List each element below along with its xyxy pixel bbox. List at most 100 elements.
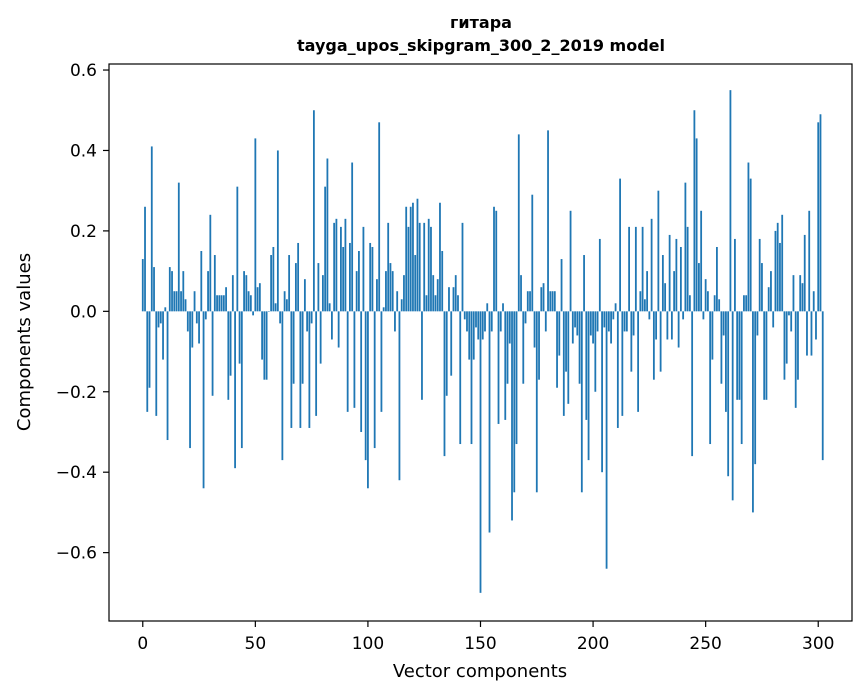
bar (592, 311, 594, 344)
bar (283, 291, 286, 312)
bar (355, 271, 358, 312)
y-tick-label: −0.2 (56, 383, 97, 403)
bar (249, 295, 252, 312)
bar (425, 295, 428, 312)
bar (679, 246, 682, 312)
bar (155, 311, 158, 416)
bar (736, 311, 739, 400)
x-tick-label: 300 (802, 634, 834, 654)
bar (562, 311, 565, 416)
bar (265, 311, 268, 380)
bar (720, 311, 723, 384)
bar (367, 311, 369, 489)
bar (162, 311, 164, 360)
bar (310, 311, 313, 324)
bar (234, 311, 236, 469)
bar (430, 226, 432, 312)
bar (497, 311, 500, 424)
bar (207, 271, 209, 312)
bar (702, 311, 705, 320)
bar (454, 275, 457, 312)
bar (709, 311, 712, 445)
bar (335, 218, 338, 312)
bar (337, 311, 340, 348)
bar (177, 182, 180, 312)
bar (463, 311, 466, 320)
chart-title: гитара (450, 13, 512, 32)
bar (141, 259, 144, 312)
bar (362, 226, 365, 312)
bar (349, 242, 351, 312)
bar (567, 311, 570, 404)
bar (625, 311, 628, 332)
bar (303, 279, 306, 312)
bar (468, 311, 471, 360)
bar (673, 271, 676, 312)
bar (391, 271, 394, 312)
bar (360, 311, 363, 432)
bar (227, 311, 230, 400)
bar (547, 130, 549, 312)
bar (659, 311, 662, 372)
bar (394, 311, 396, 332)
bar (630, 311, 633, 372)
bar (551, 291, 554, 312)
bar (403, 275, 405, 312)
bar (382, 307, 385, 312)
bar (517, 134, 520, 312)
bar (524, 311, 527, 324)
bar (785, 311, 788, 364)
bar (522, 311, 525, 384)
bar (526, 291, 529, 312)
bar (574, 311, 576, 328)
bar (281, 311, 284, 461)
bar (560, 259, 563, 312)
bar (434, 295, 437, 312)
bar (452, 287, 455, 312)
bar (198, 311, 200, 344)
y-tick-label: 0.4 (70, 141, 97, 161)
bar (175, 291, 178, 312)
bar (191, 311, 194, 348)
bar (168, 267, 171, 312)
bar (189, 311, 191, 449)
bar (436, 279, 439, 312)
bar (407, 226, 410, 312)
bar (412, 202, 414, 312)
bar (427, 218, 430, 312)
bar (229, 311, 232, 376)
bar (466, 311, 468, 332)
bar (765, 311, 768, 400)
bar (515, 311, 518, 445)
bar (603, 311, 606, 328)
bar (470, 311, 473, 445)
bar (677, 311, 680, 348)
bar (344, 218, 347, 312)
bar (481, 311, 484, 340)
bar (506, 311, 509, 384)
bar (258, 283, 261, 312)
bar (166, 311, 169, 441)
bar (531, 194, 534, 312)
bar (294, 263, 297, 312)
bar (490, 311, 493, 332)
bar (245, 275, 248, 312)
bar (319, 311, 322, 364)
bar (743, 295, 745, 312)
bar (306, 311, 309, 332)
bar (511, 311, 513, 521)
bar (707, 291, 709, 312)
bar (535, 311, 538, 493)
bar (794, 311, 797, 408)
bar (461, 222, 464, 312)
bar (722, 311, 725, 336)
bar (378, 122, 381, 312)
bar (204, 311, 207, 320)
bar (763, 311, 766, 400)
bar (711, 311, 714, 360)
bar (423, 222, 426, 312)
bar (159, 311, 162, 324)
bar (222, 295, 225, 312)
bar (400, 299, 403, 312)
